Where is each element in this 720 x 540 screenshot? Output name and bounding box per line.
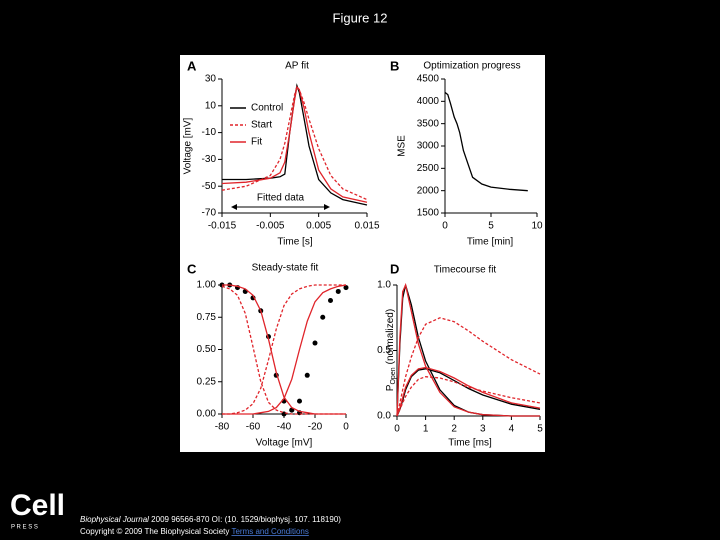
citation: Biophysical Journal 2009 96566-870 OI: (…	[80, 515, 341, 524]
x-axis-label: Voltage [mV]	[256, 438, 313, 449]
panel-letter: D	[390, 261, 399, 276]
panel-title: Timecourse fit	[434, 265, 497, 276]
y-tick-label: -10	[202, 127, 217, 138]
y-tick-label: 2000	[417, 185, 440, 196]
x-tick-label: 10	[531, 221, 543, 232]
legend-label: Control	[251, 103, 283, 114]
y-tick-label: 0.25	[197, 376, 217, 387]
x-tick-label: -60	[246, 422, 261, 433]
y-tick-label: 0.50	[197, 344, 217, 355]
y-label-text: (normalized)	[385, 309, 396, 365]
series-line	[396, 376, 541, 417]
series-line	[222, 284, 346, 415]
legend-label: Start	[251, 120, 272, 131]
panel-letter: B	[390, 58, 399, 73]
panel-title: Optimization progress	[423, 61, 520, 72]
series-line	[222, 284, 347, 415]
x-tick-label: 0.015	[354, 221, 379, 232]
series-line	[221, 85, 368, 203]
y-tick-label: 0.75	[197, 312, 217, 323]
y-axis-label: POpen (normalized)	[385, 309, 397, 391]
figure-title: Figure 12	[333, 10, 388, 25]
y-tick-label: 30	[205, 74, 217, 85]
y-tick-label: 3500	[417, 118, 440, 129]
y-tick-label: 2500	[417, 163, 440, 174]
x-tick-label: 0	[442, 221, 448, 232]
x-tick-label: 0	[394, 424, 400, 435]
y-axis-label: Voltage [mV]	[183, 117, 194, 174]
series-line	[221, 285, 346, 415]
x-tick-label: -20	[308, 422, 323, 433]
x-tick-label: 2	[451, 424, 457, 435]
y-label-symbol: P	[385, 384, 396, 391]
y-tick-label: 4500	[417, 74, 440, 85]
x-tick-label: 3	[480, 424, 486, 435]
series-line	[444, 91, 528, 192]
x-tick-label: -80	[215, 422, 230, 433]
panel-title: Steady-state fit	[252, 263, 319, 274]
y-tick-label: 10	[205, 100, 217, 111]
data-point	[328, 297, 333, 303]
data-point	[335, 288, 341, 294]
y-tick-label: 4000	[417, 96, 440, 107]
y-tick-label: -30	[202, 154, 217, 165]
series-line	[396, 366, 541, 417]
y-label-subscript: Open	[390, 367, 397, 384]
x-axis-label: Time [ms]	[448, 438, 492, 449]
y-tick-label: 0.5	[377, 345, 391, 356]
terms-link[interactable]: Terms and Conditions	[231, 527, 308, 536]
y-axis-label: MSE	[397, 135, 408, 157]
annotation: Fitted data	[257, 193, 305, 204]
data-point	[312, 340, 318, 346]
x-tick-label: -40	[277, 422, 292, 433]
series-line	[222, 83, 368, 206]
legend-label: Fit	[251, 137, 262, 148]
journal: Biophysical Journal	[80, 515, 149, 524]
y-tick-label: 0.00	[197, 409, 217, 420]
panel-letter: C	[187, 261, 197, 276]
x-tick-label: 1	[423, 424, 429, 435]
x-tick-label: -0.015	[208, 221, 237, 232]
data-point	[304, 372, 310, 378]
y-tick-label: 1500	[417, 208, 440, 219]
x-tick-label: 4	[509, 424, 515, 435]
copyright: Copyright © 2009 The Biophysical Society	[80, 527, 229, 536]
x-tick-label: -0.005	[256, 221, 285, 232]
panel-title: AP fit	[285, 61, 309, 72]
x-tick-label: 0.005	[306, 221, 331, 232]
y-tick-label: 3000	[417, 141, 440, 152]
logo-sub: P R E S S	[11, 525, 38, 531]
data-point	[297, 398, 302, 404]
x-axis-label: Time [s]	[277, 237, 312, 248]
figure-area	[180, 55, 545, 452]
y-tick-label: 0.0	[377, 411, 391, 422]
copyright-line: Copyright © 2009 The Biophysical Society…	[80, 527, 309, 536]
data-point	[343, 285, 349, 291]
y-tick-label: 1.00	[197, 280, 217, 291]
x-tick-label: 5	[488, 221, 494, 232]
x-tick-label: 0	[343, 422, 349, 433]
y-tick-label: 1.0	[377, 280, 391, 291]
series-line	[396, 282, 540, 417]
y-tick-label: -70	[202, 208, 217, 219]
x-tick-label: 5	[537, 424, 543, 435]
data-point	[320, 314, 326, 320]
x-axis-label: Time [min]	[467, 237, 514, 248]
y-tick-label: -50	[202, 181, 217, 192]
series-line	[396, 317, 541, 417]
citation-text: 2009 96566-870 OI: (10. 1529/biophysj. 1…	[151, 515, 341, 524]
series-line	[221, 85, 368, 201]
logo: Cell	[10, 489, 65, 522]
panel-letter: A	[187, 58, 197, 73]
series-line	[396, 368, 541, 417]
